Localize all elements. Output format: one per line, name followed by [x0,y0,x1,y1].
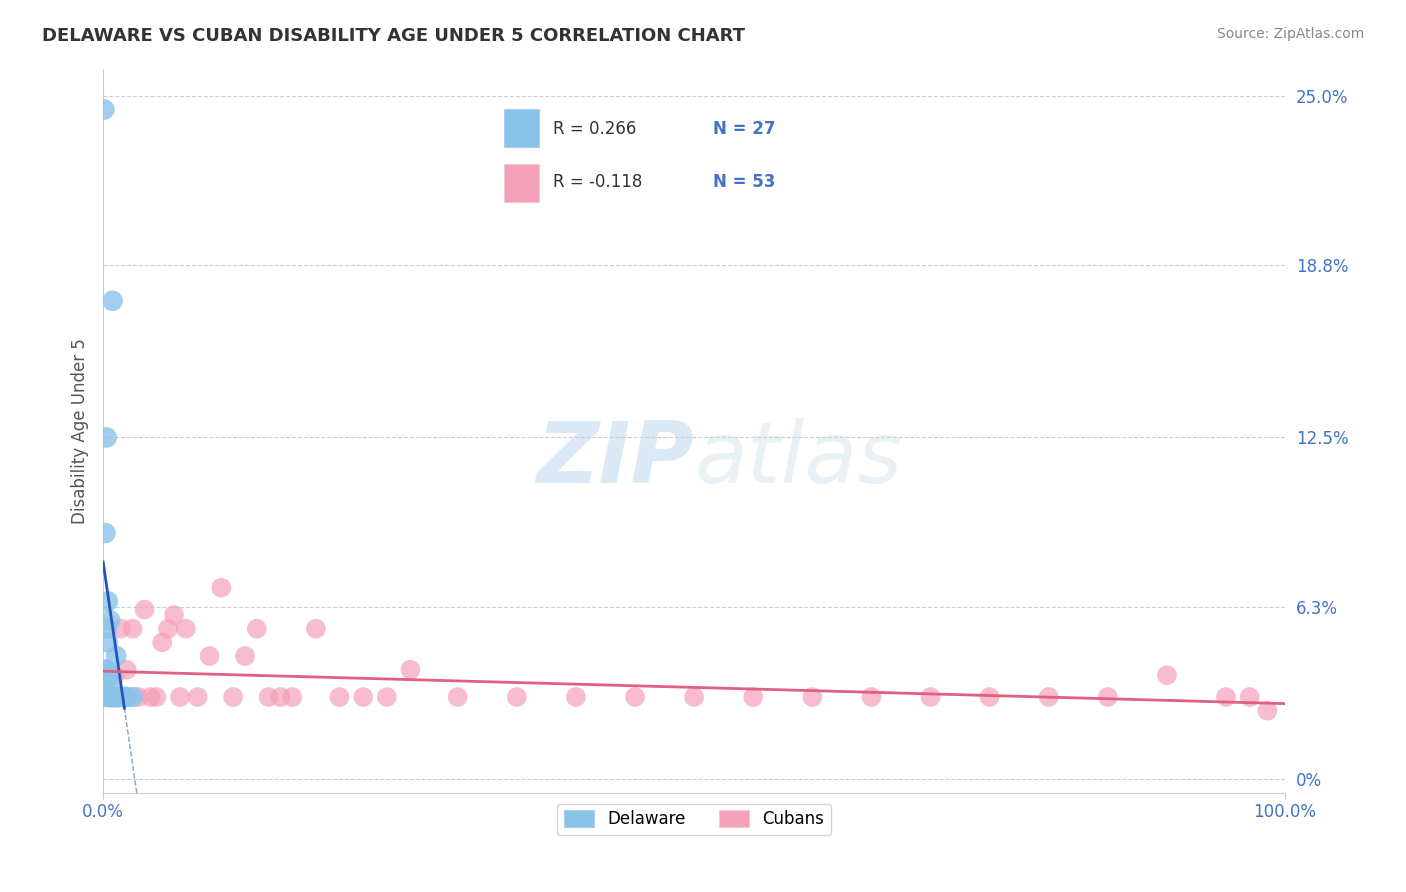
Point [98,690,121,704]
Point [115,663,138,677]
Point [94,663,117,677]
Point [97,690,120,704]
Point [506,690,529,704]
Point [96,663,118,677]
Point [157,622,180,636]
Point [1038,690,1060,704]
Point [94,676,117,690]
Point [565,690,588,704]
Point [174,622,197,636]
Point [96,690,118,704]
Point [742,690,765,704]
Point [98,690,121,704]
Legend: Delaware, Cubans: Delaware, Cubans [557,804,831,835]
Point [139,690,162,704]
Point [187,690,209,704]
Point [105,648,128,663]
Point [979,690,1001,704]
Point [93,690,115,704]
Point [128,690,150,704]
Point [121,622,143,636]
Point [163,608,186,623]
Point [110,622,132,636]
Point [1256,704,1278,718]
Point [269,690,291,704]
Point [101,293,124,308]
Point [624,690,647,704]
Point [134,602,156,616]
Point [104,690,127,704]
Point [105,690,128,704]
Point [98,690,121,704]
Text: Source: ZipAtlas.com: Source: ZipAtlas.com [1216,27,1364,41]
Point [233,648,256,663]
Point [112,690,135,704]
Point [115,690,138,704]
Point [96,622,118,636]
Point [1239,690,1261,704]
Y-axis label: Disability Age Under 5: Disability Age Under 5 [72,338,89,524]
Point [101,690,124,704]
Point [101,690,124,704]
Point [97,635,120,649]
Text: DELAWARE VS CUBAN DISABILITY AGE UNDER 5 CORRELATION CHART: DELAWARE VS CUBAN DISABILITY AGE UNDER 5… [42,27,745,45]
Point [198,648,221,663]
Point [104,668,127,682]
Point [860,690,883,704]
Point [352,690,374,704]
Point [399,663,422,677]
Point [169,690,191,704]
Point [110,690,132,704]
Point [447,690,470,704]
Point [305,622,328,636]
Point [150,635,173,649]
Point [98,668,121,682]
Point [107,690,129,704]
Point [246,622,269,636]
Point [375,690,398,704]
Point [111,690,134,704]
Point [1215,690,1237,704]
Point [209,581,232,595]
Text: atlas: atlas [695,418,903,501]
Point [1097,690,1119,704]
Point [98,676,121,690]
Point [801,690,824,704]
Point [97,690,120,704]
Point [96,430,118,444]
Point [121,690,143,704]
Point [94,668,117,682]
Point [98,614,121,628]
Point [683,690,706,704]
Point [103,690,125,704]
Point [100,690,122,704]
Point [100,690,122,704]
Point [97,594,120,608]
Point [920,690,942,704]
Point [222,690,245,704]
Point [145,690,167,704]
Point [105,690,128,704]
Text: ZIP: ZIP [537,418,695,501]
Point [281,690,304,704]
Point [112,690,135,704]
Point [94,526,117,541]
Point [257,690,280,704]
Point [328,690,350,704]
Point [1156,668,1178,682]
Point [93,103,115,117]
